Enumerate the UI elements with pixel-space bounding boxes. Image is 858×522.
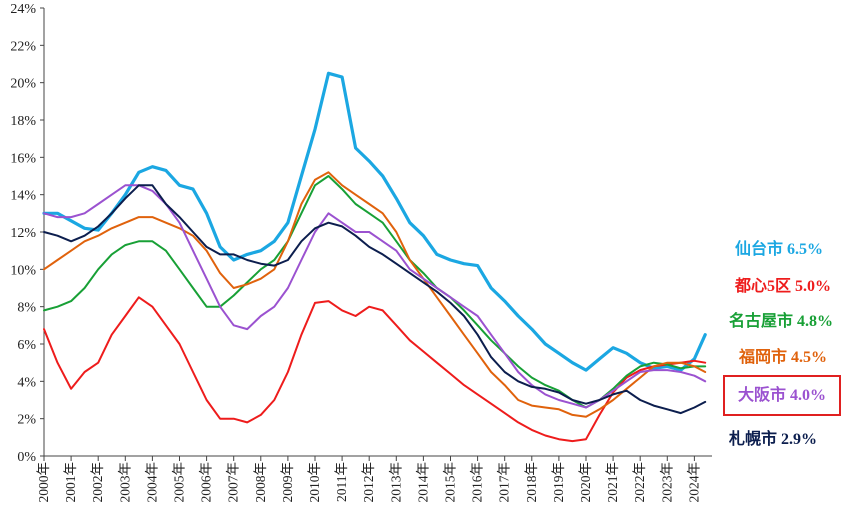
series-label-3: 福岡市 4.5% [738,347,827,366]
y-tick-label: 10% [10,263,36,278]
series-line-1 [43,296,707,443]
series-labels: 仙台市 6.5% 都心5区 5.0% 名古屋市 4.8% 福岡市 4.5% 大阪市 4.… [723,239,841,448]
series-lines [42,71,707,443]
x-tick-label: 2001年 [63,462,78,503]
series-line-5 [43,184,707,415]
y-tick-label: 2% [17,413,36,428]
x-tick-label: 2011年 [334,462,349,502]
y-tick-label: 12% [10,226,36,241]
y-tick-label: 18% [10,114,36,129]
x-tick-label: 2019年 [551,462,566,503]
y-tick-label: 4% [17,375,36,390]
x-tick-label: 2007年 [226,462,241,503]
x-tick-label: 2004年 [144,462,159,503]
series-line-4 [43,184,707,409]
series-line-2 [43,175,707,409]
series-line-3 [43,171,707,418]
x-tick-label: 2023年 [659,462,674,503]
x-tick-label: 2005年 [171,462,186,503]
y-tick-label: 0% [17,450,36,465]
series-label-0: 仙台市 6.5% [735,239,823,258]
series-label-5: 札幌市 2.9% [728,429,817,448]
y-tick-label: 22% [10,39,36,54]
x-tick-label: 2022年 [632,462,647,503]
x-tick-label: 2017年 [497,462,512,503]
x-tick-label: 2003年 [117,462,132,503]
y-tick-label: 8% [17,301,36,316]
x-tick-label: 2016年 [470,462,485,503]
x-tick-label: 2006年 [199,462,214,503]
axes: 0% 2% 4% 6% 8% 10% 12% 14% 16% 18% 20% 22% 24% 2000年 2… [10,2,712,503]
y-tick-label: 6% [17,338,36,353]
highlight-box [723,375,841,416]
x-tick-label: 2015年 [442,462,457,503]
x-tick-label: 2014年 [415,462,430,503]
y-tick-label: 20% [10,77,36,92]
x-tick-label: 2018年 [524,462,539,503]
y-tick-label: 14% [10,189,36,204]
x-tick-label: 2024年 [686,462,701,503]
y-tick-label: 16% [10,151,36,166]
x-tick-label: 2013年 [388,462,403,503]
y-tick-label: 24% [10,2,36,17]
x-tick-label: 2008年 [253,462,268,503]
series-label-2: 名古屋市 4.8% [729,311,833,330]
x-tick-label: 2010年 [307,462,322,503]
series-label-1: 都心5区 5.0% [734,276,831,295]
x-tick-label: 2012年 [361,462,376,503]
series-line-0 [42,71,707,372]
x-tick-label: 2021年 [605,462,620,503]
x-tick-label: 2002年 [90,462,105,503]
x-tick-label: 2020年 [578,462,593,503]
x-tick-label: 2000年 [36,462,51,503]
x-tick-label: 2009年 [280,462,295,503]
series-label-4: 大阪市 4.0% [738,385,826,404]
